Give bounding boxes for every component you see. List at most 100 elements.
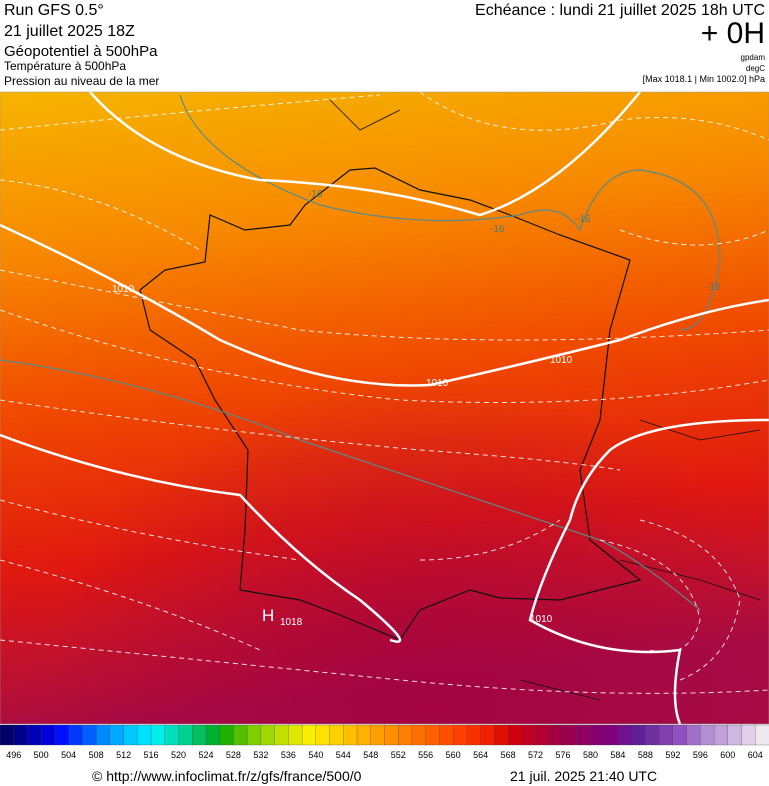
temp-contour xyxy=(179,94,721,331)
color-swatch xyxy=(192,724,207,746)
color-swatch xyxy=(41,724,56,746)
color-swatch xyxy=(384,724,399,746)
isobar-label: 1010 xyxy=(550,355,573,366)
colorbar-label: 604 xyxy=(748,750,763,760)
color-swatch xyxy=(507,724,523,746)
color-swatch xyxy=(425,724,441,746)
isobar xyxy=(0,223,769,387)
colorbar-label: 544 xyxy=(336,750,351,760)
field-2: Température à 500hPa xyxy=(4,59,126,73)
colorbar-label: 556 xyxy=(418,750,433,760)
colorbar-label: 540 xyxy=(308,750,323,760)
colorbar: 496 500 504 508 512 516 520 524 528 532 536 540 544 5… xyxy=(0,724,769,760)
color-swatch xyxy=(755,724,769,746)
color-swatch xyxy=(727,724,743,746)
color-swatch xyxy=(700,724,715,746)
temperature-contour xyxy=(0,92,769,694)
temp-label: -16 xyxy=(490,224,505,235)
color-swatch xyxy=(576,724,592,746)
color-swatch xyxy=(494,724,509,746)
colorbar-label: 576 xyxy=(556,750,571,760)
colorbar-label: 504 xyxy=(61,750,76,760)
color-swatch xyxy=(343,724,358,746)
colorbar-label: 584 xyxy=(610,750,625,760)
color-swatch xyxy=(370,724,386,746)
temp-contour xyxy=(0,359,701,611)
colorbar-label: 572 xyxy=(528,750,543,760)
color-swatch xyxy=(123,724,138,746)
map-field xyxy=(0,92,769,724)
temp-label: -16 xyxy=(576,214,591,225)
color-swatch xyxy=(439,724,454,746)
colorbar-label: 564 xyxy=(473,750,488,760)
color-swatch xyxy=(356,724,372,746)
color-swatch xyxy=(411,724,427,746)
color-swatch xyxy=(288,724,303,746)
colorbar-label: 500 xyxy=(34,750,49,760)
color-swatch xyxy=(466,724,482,746)
colorbar-label: 548 xyxy=(363,750,378,760)
unit-1: gpdam xyxy=(741,53,766,62)
color-swatch xyxy=(205,724,221,746)
color-swatch xyxy=(95,724,111,746)
color-swatch xyxy=(480,724,496,746)
color-swatch xyxy=(178,724,193,746)
color-swatch xyxy=(617,724,633,746)
color-swatch xyxy=(315,724,331,746)
color-swatch xyxy=(233,724,248,746)
color-swatch xyxy=(247,724,262,746)
valid-time: Echéance : lundi 21 juillet 2025 18h UTC xyxy=(475,2,765,19)
colorbar-label: 596 xyxy=(693,750,708,760)
isobar-label: 1010 xyxy=(426,378,449,389)
color-swatch xyxy=(68,724,84,746)
colorbar-label: 600 xyxy=(720,750,735,760)
temp-label: -16 xyxy=(706,282,721,293)
color-swatch xyxy=(562,724,578,746)
colorbar-label: 508 xyxy=(89,750,104,760)
color-swatch xyxy=(713,724,729,746)
color-swatch xyxy=(219,724,235,746)
color-swatch xyxy=(27,724,42,746)
colorbar-label: 568 xyxy=(501,750,516,760)
temp-label: -16 xyxy=(308,189,323,200)
color-swatch xyxy=(109,724,125,746)
color-swatch xyxy=(631,724,647,746)
color-swatch xyxy=(453,724,468,746)
color-swatch xyxy=(82,724,97,746)
color-swatch xyxy=(686,724,701,746)
colorbar-label: 496 xyxy=(6,750,21,760)
map-frame xyxy=(0,91,769,725)
color-swatch xyxy=(260,724,276,746)
color-swatch xyxy=(549,724,564,746)
color-swatch xyxy=(658,724,674,746)
colorbar-label: 512 xyxy=(116,750,131,760)
colorbar-label: 560 xyxy=(446,750,461,760)
run: Run GFS 0.5° xyxy=(4,2,104,19)
lead-time: + 0H xyxy=(701,17,765,50)
color-swatch xyxy=(672,724,688,746)
field-3: Pression au niveau de la mer xyxy=(4,74,159,88)
high-marker: H xyxy=(262,606,274,625)
source: © http://www.infoclimat.fr/z/gfs/france/… xyxy=(92,768,362,784)
run-date: 21 juillet 2025 18Z xyxy=(4,23,135,40)
isobar xyxy=(0,433,402,643)
colorbar-label: 524 xyxy=(198,750,213,760)
color-swatch xyxy=(645,724,660,746)
timestamp: 21 juil. 2025 21:40 UTC xyxy=(510,768,657,784)
color-swatch xyxy=(604,724,619,746)
pressure-range: [Max 1018.1 | Min 1002.0] hPa xyxy=(643,74,765,84)
colorbar-label: 532 xyxy=(253,750,268,760)
colorbar-label: 580 xyxy=(583,750,598,760)
coastline xyxy=(139,167,642,641)
color-swatch xyxy=(398,724,413,746)
color-swatch xyxy=(329,724,344,746)
isobar xyxy=(89,92,641,217)
isobar xyxy=(528,418,769,724)
color-swatch xyxy=(0,724,15,746)
color-swatch xyxy=(741,724,756,746)
color-swatch xyxy=(301,724,317,746)
color-swatch xyxy=(535,724,550,746)
